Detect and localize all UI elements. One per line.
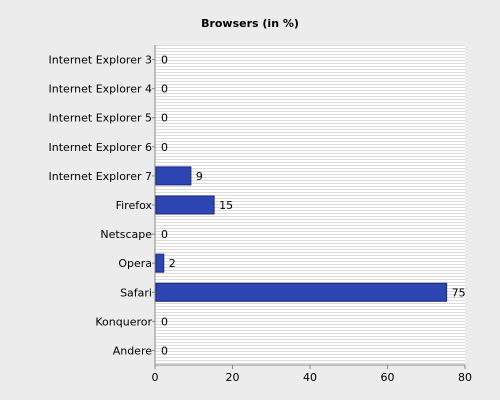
value-label: 0 bbox=[161, 228, 168, 241]
bar bbox=[155, 195, 215, 215]
y-tick-label: Andere bbox=[113, 344, 153, 357]
bar bbox=[155, 166, 192, 186]
y-tick-label: Internet Explorer 6 bbox=[49, 141, 152, 154]
value-label: 0 bbox=[161, 83, 168, 96]
y-tick-label: Internet Explorer 4 bbox=[49, 83, 152, 96]
value-label: 0 bbox=[161, 54, 168, 67]
value-label: 15 bbox=[219, 199, 233, 212]
value-label: 75 bbox=[452, 286, 466, 299]
y-tick-label: Netscape bbox=[100, 228, 152, 241]
value-label: 0 bbox=[161, 112, 168, 125]
y-tick-label: Opera bbox=[118, 257, 152, 270]
bar bbox=[155, 253, 165, 273]
x-tick-label: 0 bbox=[152, 371, 159, 384]
bar bbox=[155, 282, 448, 302]
x-tick-label: 60 bbox=[381, 371, 395, 384]
chart-title: Browsers (in %) bbox=[201, 17, 299, 30]
value-label: 9 bbox=[196, 170, 203, 183]
y-tick-label: Safari bbox=[120, 286, 152, 299]
y-tick-label: Firefox bbox=[116, 199, 153, 212]
y-tick-label: Internet Explorer 7 bbox=[49, 170, 152, 183]
value-label: 0 bbox=[161, 141, 168, 154]
value-label: 0 bbox=[161, 344, 168, 357]
value-label: 2 bbox=[169, 257, 176, 270]
x-tick-label: 80 bbox=[458, 371, 472, 384]
x-tick-label: 40 bbox=[303, 371, 317, 384]
y-tick-label: Konqueror bbox=[95, 315, 152, 328]
value-label: 0 bbox=[161, 315, 168, 328]
x-tick-label: 20 bbox=[226, 371, 240, 384]
y-tick-label: Internet Explorer 5 bbox=[49, 112, 152, 125]
y-tick-label: Internet Explorer 3 bbox=[49, 54, 152, 67]
